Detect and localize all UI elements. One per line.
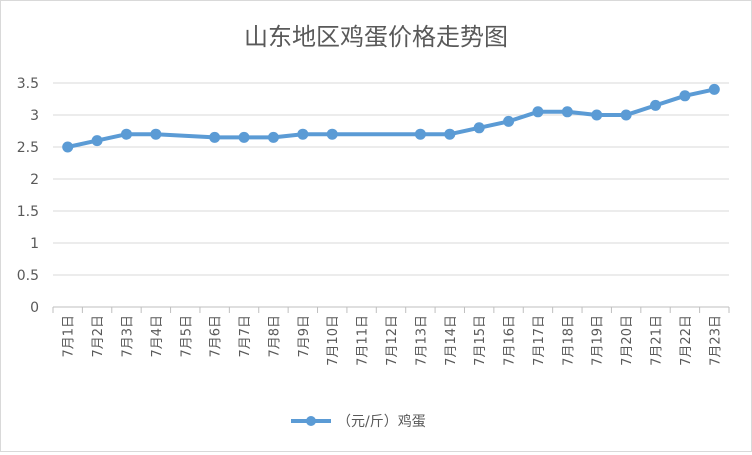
- grid-lines: [53, 82, 729, 308]
- x-tick-label: 7月13日: [414, 315, 429, 366]
- y-tick-label: 0.5: [17, 268, 39, 284]
- x-tick-label: 7月4日: [150, 315, 165, 358]
- legend-label: （元/斤）鸡蛋: [337, 413, 426, 430]
- y-tick-label: 1: [30, 236, 39, 252]
- x-tick-label: 7月23日: [708, 315, 723, 366]
- x-tick-label: 7月6日: [209, 315, 224, 358]
- x-tick-label: 7月16日: [503, 315, 518, 366]
- x-tick-label: 7月19日: [591, 315, 606, 366]
- data-point: [238, 131, 250, 143]
- data-point: [620, 109, 632, 121]
- data-point: [120, 128, 132, 140]
- x-tick-label: 7月14日: [444, 315, 459, 366]
- y-tick-label: 3.5: [17, 76, 39, 92]
- series-line: [65, 87, 717, 149]
- x-tick-label: 7月7日: [238, 315, 253, 358]
- x-tick-label: 7月10日: [326, 315, 341, 366]
- data-point: [267, 131, 279, 143]
- data-point: [414, 128, 426, 140]
- data-point: [297, 128, 309, 140]
- y-tick-label: 0: [30, 300, 39, 316]
- data-point: [532, 106, 544, 118]
- x-tick-label: 7月8日: [267, 315, 282, 358]
- x-tick-label: 7月18日: [561, 315, 576, 366]
- y-tick-label: 1.5: [17, 204, 39, 220]
- data-point: [679, 90, 691, 102]
- data-point: [503, 115, 515, 127]
- y-tick-label: 2.5: [17, 140, 39, 156]
- x-tick-label: 7月2日: [91, 315, 106, 358]
- x-tick-label: 7月9日: [297, 315, 312, 358]
- chart-title: 山东地区鸡蛋价格走势图: [244, 23, 508, 51]
- legend-marker: [306, 416, 316, 426]
- x-tick-label: 7月20日: [620, 315, 635, 366]
- data-point: [444, 128, 456, 140]
- data-point: [91, 135, 103, 147]
- x-tick-label: 7月1日: [62, 315, 77, 358]
- x-tick-label: 7月17日: [532, 315, 547, 366]
- x-tick-label: 7月5日: [179, 315, 194, 358]
- data-point: [473, 122, 485, 134]
- series-group: [62, 83, 720, 153]
- x-tick-label: 7月15日: [473, 315, 488, 366]
- x-tick-label: 7月11日: [356, 315, 371, 366]
- x-tick-label: 7月3日: [120, 315, 135, 358]
- data-point: [708, 83, 720, 95]
- data-point: [209, 131, 221, 143]
- y-axis: 0 0.5 1 1.5 2 2.5 3 3.5: [17, 76, 39, 316]
- data-point: [591, 109, 603, 121]
- x-axis: 7月1日 7月2日 7月3日 7月4日 7月5日 7月6日 7月7日 7月8日 7月9日 7月10…: [52, 307, 730, 366]
- x-tick-label: 7月21日: [650, 315, 665, 366]
- data-point: [62, 141, 74, 153]
- y-tick-label: 2: [30, 172, 39, 188]
- data-point: [650, 99, 662, 111]
- x-tick-label: 7月12日: [385, 315, 400, 366]
- x-tick-label: 7月22日: [679, 315, 694, 366]
- legend: （元/斤）鸡蛋: [291, 413, 426, 430]
- data-point: [326, 128, 338, 140]
- y-tick-label: 3: [30, 108, 39, 124]
- data-point: [561, 106, 573, 118]
- data-point: [150, 128, 162, 140]
